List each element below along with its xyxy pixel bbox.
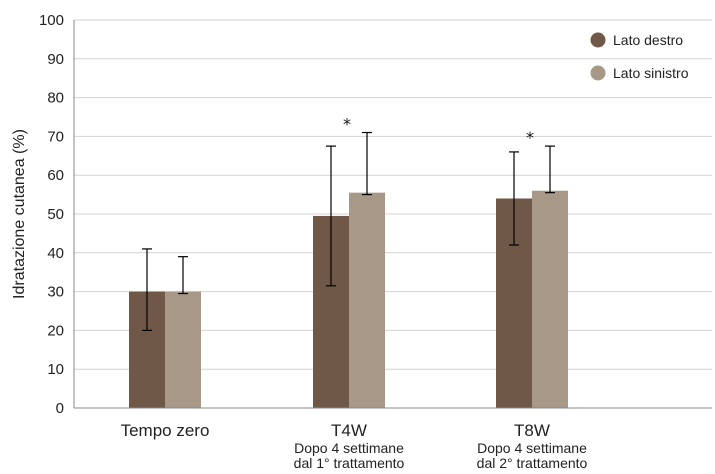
x-category-sublabel: Dopo 4 settimane: [477, 440, 587, 456]
y-tick-label: 60: [47, 167, 64, 184]
x-category-label: T4W: [331, 421, 367, 440]
y-tick-label: 0: [56, 400, 64, 417]
bar-lato-sinistro: [349, 192, 385, 408]
x-category-sublabel: dal 2° trattamento: [477, 455, 588, 471]
y-tick-label: 100: [39, 12, 64, 29]
significance-star: *: [526, 128, 534, 147]
error-bars: [142, 131, 555, 331]
y-tick-label: 80: [47, 90, 64, 107]
y-tick-label: 50: [47, 206, 64, 223]
x-category-label: Tempo zero: [121, 421, 210, 440]
bar-lato-sinistro: [165, 291, 201, 408]
legend-label: Lato sinistro: [613, 65, 689, 81]
bar-lato-sinistro: [532, 190, 568, 408]
y-axis-ticks: 0 10 20 30 40 50 60 70 80 90 100: [39, 12, 64, 417]
x-category-sublabel: dal 1° trattamento: [294, 455, 405, 471]
y-tick-label: 10: [47, 361, 64, 378]
y-tick-label: 70: [47, 128, 64, 145]
legend-swatch: [590, 65, 606, 81]
y-tick-label: 90: [47, 51, 64, 68]
y-tick-label: 20: [47, 322, 64, 339]
legend: Lato destro Lato sinistro: [590, 32, 689, 81]
x-category-sublabel: Dopo 4 settimane: [294, 440, 404, 456]
significance-markers: **: [343, 115, 534, 148]
x-category-label: T8W: [514, 421, 550, 440]
bars: [129, 190, 568, 408]
y-tick-label: 40: [47, 245, 64, 262]
significance-star: *: [343, 115, 351, 134]
y-axis-label: Idratazione cutanea (%): [11, 129, 28, 299]
y-tick-label: 30: [47, 284, 64, 301]
legend-swatch: [590, 32, 606, 48]
legend-label: Lato destro: [613, 32, 683, 48]
